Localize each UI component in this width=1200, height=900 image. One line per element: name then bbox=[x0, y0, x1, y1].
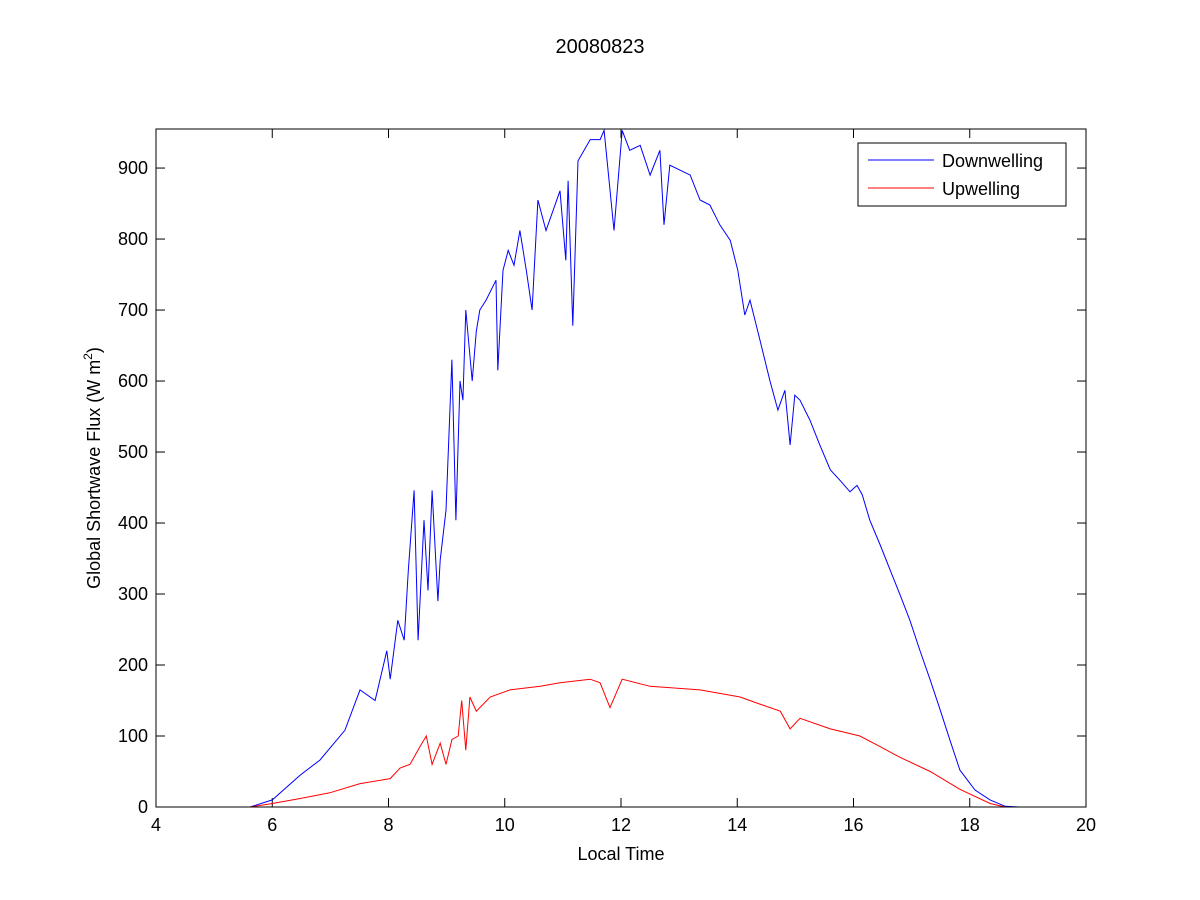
series-line-downwelling bbox=[250, 128, 1020, 808]
x-tick-label: 18 bbox=[960, 815, 980, 835]
y-tick-label: 200 bbox=[118, 655, 148, 675]
axes-box bbox=[155, 128, 1087, 808]
y-axis-label-superscript: 2 bbox=[81, 353, 95, 360]
legend: Downwelling Upwelling bbox=[857, 142, 1067, 207]
series-lines bbox=[250, 128, 1020, 808]
x-tick-label: 12 bbox=[611, 815, 631, 835]
legend-label-upwelling: Upwelling bbox=[942, 179, 1020, 199]
y-tick-label: 700 bbox=[118, 300, 148, 320]
y-tick-label: 0 bbox=[138, 797, 148, 817]
y-axis-label-text: Global Shortwave Flux (W m bbox=[84, 360, 104, 589]
chart-title: 20080823 bbox=[556, 36, 645, 58]
x-axis-label: Local Time bbox=[577, 844, 664, 864]
legend-box bbox=[857, 142, 1067, 207]
plot-area bbox=[156, 129, 1086, 807]
x-tick-label: 14 bbox=[727, 815, 747, 835]
x-tick-label: 4 bbox=[151, 815, 161, 835]
y-tick-label: 600 bbox=[118, 371, 148, 391]
y-tick-label: 800 bbox=[118, 229, 148, 249]
series-line-upwelling bbox=[250, 678, 1006, 808]
y-axis-label: Global Shortwave Flux (W m2) bbox=[81, 347, 104, 589]
y-tick-label: 900 bbox=[118, 158, 148, 178]
x-tick-label: 6 bbox=[267, 815, 277, 835]
legend-label-downwelling: Downwelling bbox=[942, 151, 1043, 171]
y-tick-label: 100 bbox=[118, 726, 148, 746]
x-tick-label: 10 bbox=[495, 815, 515, 835]
y-tick-label: 400 bbox=[118, 513, 148, 533]
y-axis-label-close: ) bbox=[84, 347, 104, 353]
axis-ticks: 4 6 8 10 12 14 16 18 200100200300400500600700800… bbox=[118, 129, 1096, 835]
y-tick-label: 500 bbox=[118, 442, 148, 462]
y-tick-label: 300 bbox=[118, 584, 148, 604]
x-tick-label: 8 bbox=[383, 815, 393, 835]
x-tick-label: 16 bbox=[843, 815, 863, 835]
x-tick-label: 20 bbox=[1076, 815, 1096, 835]
